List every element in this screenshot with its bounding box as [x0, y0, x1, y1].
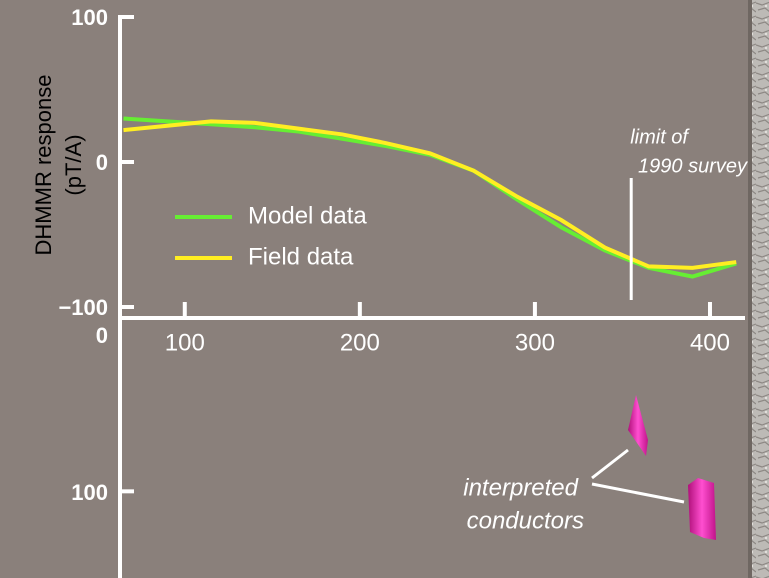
- annotation: limit of: [630, 126, 690, 148]
- background: [0, 0, 769, 578]
- legend-label: Field data: [248, 243, 354, 270]
- annotation: interpreted: [463, 474, 578, 501]
- y-tick-label: 100: [71, 5, 108, 30]
- edge-shadow: [748, 0, 752, 578]
- conductor-shape: [688, 478, 716, 540]
- x-tick-label: 100: [165, 329, 205, 356]
- y-tick-label: 0: [96, 323, 108, 348]
- x-tick-label: 400: [690, 329, 730, 356]
- y-axis-label: DHMMR response: [31, 75, 56, 256]
- legend-label: Model data: [248, 202, 367, 229]
- annotation: conductors: [467, 507, 584, 534]
- stone-edge: [752, 0, 769, 578]
- y-tick-label: 0: [96, 150, 108, 175]
- page: DHMMR response (pT/A) 100 0 −100 100 200 300 4…: [0, 0, 769, 578]
- x-tick-label: 200: [340, 329, 380, 356]
- y-tick-label: −100: [58, 295, 108, 320]
- x-tick-label: 300: [515, 329, 555, 356]
- chart: DHMMR response (pT/A) 100 0 −100 100 200 300 4…: [0, 0, 769, 578]
- y-axis-label: (pT/A): [61, 134, 86, 195]
- annotation: 1990 survey: [638, 155, 748, 177]
- y-tick-label: 100: [71, 480, 108, 505]
